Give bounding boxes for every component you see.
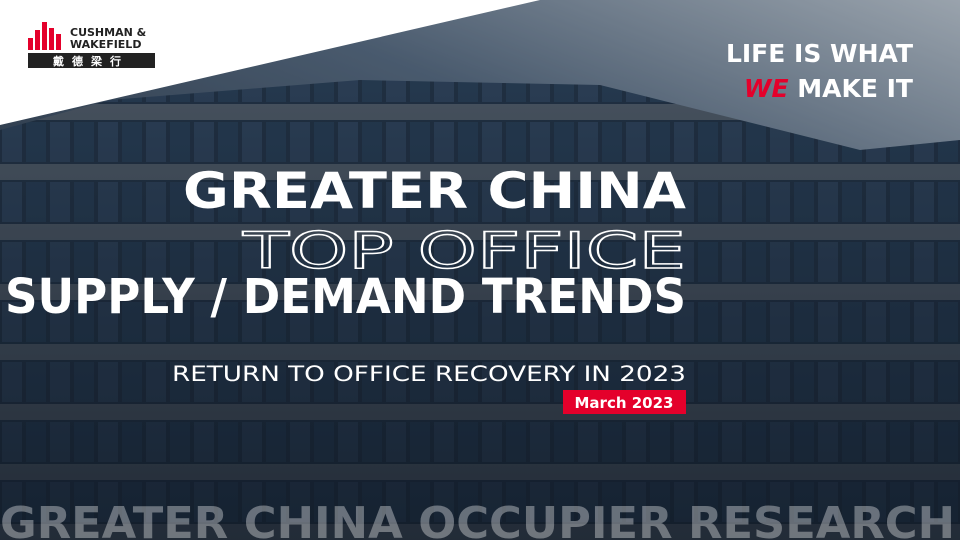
title-outline: TOP OFFICE xyxy=(241,222,686,280)
subtitle: RETURN TO OFFICE RECOVERY IN 2023 xyxy=(172,362,686,386)
logo-text: CUSHMAN & xyxy=(70,26,147,39)
logo-text: WAKEFIELD xyxy=(70,38,141,51)
building-shade xyxy=(0,80,960,540)
logo: CUSHMAN & WAKEFIELD 戴德梁行 xyxy=(28,22,155,68)
logo-chinese: 戴德梁行 xyxy=(53,54,129,68)
footer: GREATER CHINA OCCUPIER RESEARCH xyxy=(0,498,955,540)
title-line: SUPPLY / DEMAND TRENDS xyxy=(5,269,686,325)
date-badge xyxy=(563,390,686,414)
tagline: LIFE IS WHAT xyxy=(726,39,913,68)
date: March 2023 xyxy=(575,394,674,412)
tagline: WE MAKE IT xyxy=(744,74,913,103)
logo-panel xyxy=(0,0,540,125)
tagline-highlight: WE xyxy=(744,74,789,103)
title-line: GREATER CHINA xyxy=(183,162,686,220)
tagline-rest: MAKE IT xyxy=(797,74,913,103)
